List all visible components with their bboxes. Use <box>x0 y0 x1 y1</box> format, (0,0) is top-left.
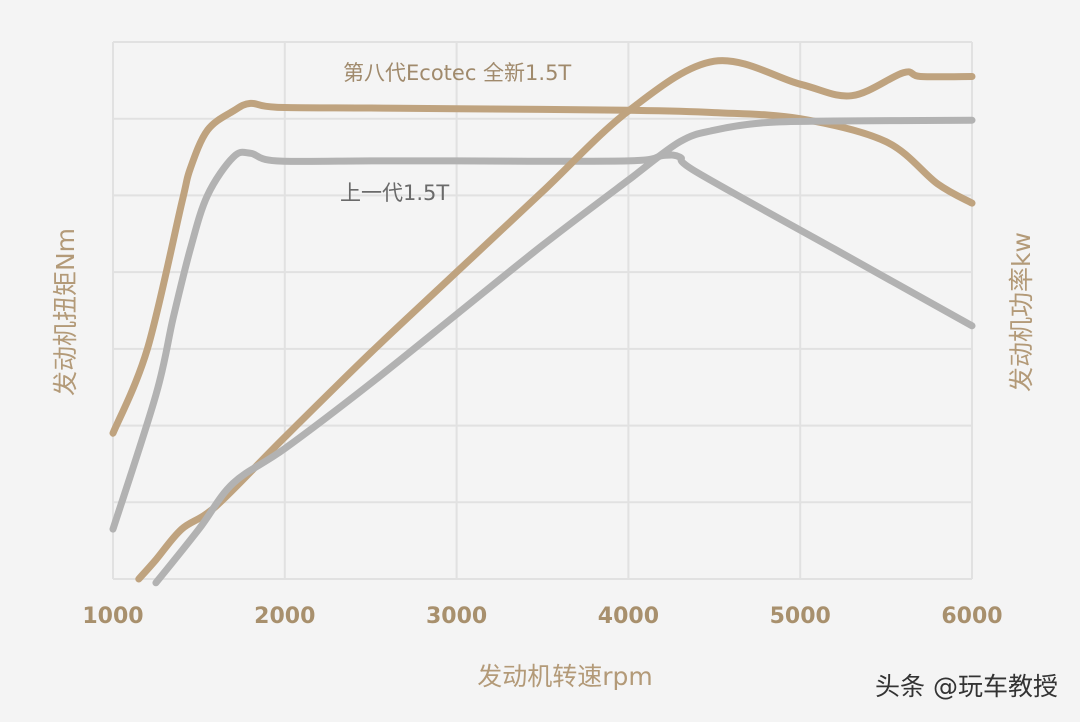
watermark: 头条 @玩车教授 <box>875 672 1058 701</box>
x-tick-label: 2000 <box>254 604 315 629</box>
y-axis-label-left: 发动机扭矩Nm <box>51 228 80 396</box>
curve-label-new-gen: 第八代Ecotec 全新1.5T <box>343 61 571 85</box>
x-tick-label: 5000 <box>770 604 831 629</box>
y-axis-label-right: 发动机功率kw <box>1007 232 1036 392</box>
x-axis-label: 发动机转速rpm <box>477 662 653 691</box>
x-tick-label: 6000 <box>941 604 1002 629</box>
chart-curves <box>109 57 976 587</box>
torque-curve-prev-gen <box>109 148 976 533</box>
curve-label-prev-gen: 上一代1.5T <box>340 181 449 205</box>
power-curve-prev-gen <box>152 116 976 587</box>
x-tick-label: 4000 <box>598 604 659 629</box>
power-curve-new-gen <box>135 57 976 583</box>
x-tick-label: 1000 <box>82 604 143 629</box>
x-tick-label: 3000 <box>426 604 487 629</box>
x-tick-labels: 1000 2000 3000 4000 5000 6000 <box>82 604 1002 629</box>
